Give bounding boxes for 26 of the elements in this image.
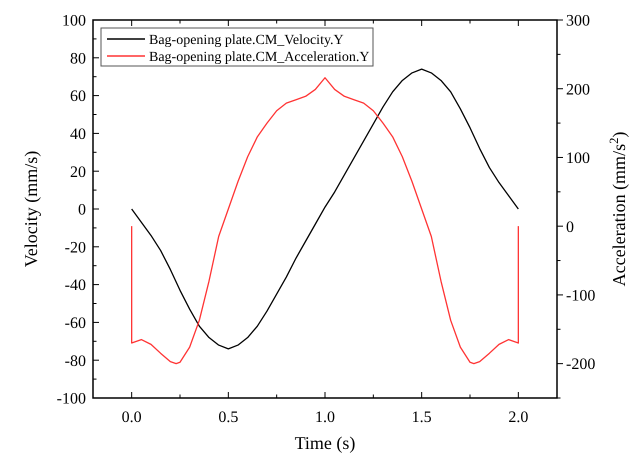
x-tick-label: 1.0 xyxy=(315,409,335,426)
y-tick-label: -80 xyxy=(64,352,86,370)
y2-tick-label: 300 xyxy=(566,12,590,30)
y2-tick-label: 200 xyxy=(566,81,590,98)
y-tick-label: 0 xyxy=(78,202,86,219)
y2-tick-label: 100 xyxy=(566,150,590,168)
y2-tick-label: -200 xyxy=(566,356,596,374)
y-tick-label: 80 xyxy=(70,50,86,68)
y-tick-label: -20 xyxy=(64,239,86,256)
y-tick-label: -60 xyxy=(64,315,86,332)
x-tick-label: 1.5 xyxy=(412,409,432,426)
legend-label: Bag-opening plate.CM_Velocity.Y xyxy=(149,32,344,48)
x-tick-label: 0.0 xyxy=(122,409,142,426)
x-tick-label: 0.5 xyxy=(218,409,238,426)
y-tick-label: 60 xyxy=(70,88,86,106)
y-tick-label: 100 xyxy=(62,12,86,30)
y2-tick-label: -100 xyxy=(566,288,596,305)
y-tick-label: 20 xyxy=(70,164,86,181)
y-tick-label: 40 xyxy=(70,126,86,143)
x-axis-title: Time (s) xyxy=(294,433,356,453)
y-tick-label: -100 xyxy=(56,390,86,408)
y2-tick-label: 0 xyxy=(566,218,574,236)
y-axis-title: Velocity (mm/s) xyxy=(21,150,41,268)
x-tick-label: 2.0 xyxy=(508,409,528,426)
legend-label: Bag-opening plate.CM_Acceleration.Y xyxy=(149,50,370,65)
y-tick-label: -40 xyxy=(64,277,86,294)
